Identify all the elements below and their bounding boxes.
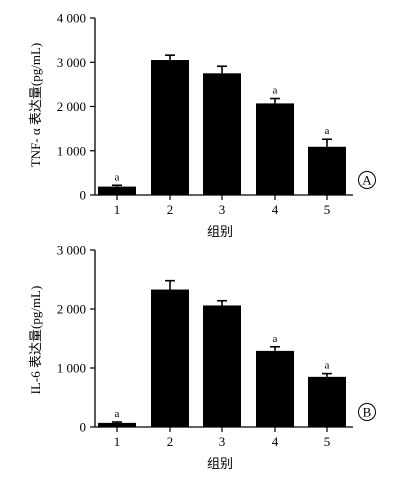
x-tick-label: 1 — [114, 434, 121, 449]
significance-label: a — [325, 360, 330, 372]
y-tick-label: 0 — [80, 420, 87, 435]
significance-label: a — [273, 85, 278, 97]
x-axis-title: 组别 — [207, 224, 233, 239]
x-tick-label: 5 — [324, 202, 331, 217]
significance-label: a — [273, 333, 278, 345]
x-tick-label: 2 — [167, 434, 174, 449]
chart-panel-b: IL-6 表达量(pg/mL) 组别 B 0 1 000 2 000 3 000 1 a 2… — [28, 243, 376, 471]
y-tick-label: 4 000 — [57, 11, 86, 26]
y-tick-label: 2 000 — [57, 302, 86, 317]
chart-panel-a: TNF- α 表达量(pg/mL) 组别 A 0 1 000 2 000 3 000 4… — [28, 11, 376, 239]
y-tick-label: 0 — [80, 188, 87, 203]
x-tick-label: 3 — [219, 202, 226, 217]
y-tick-label: 3 000 — [57, 243, 86, 258]
y-tick-label: 3 000 — [57, 55, 86, 70]
panel-tag: A — [362, 173, 372, 188]
x-tick-label: 5 — [324, 434, 331, 449]
y-axis-title: IL-6 表达量(pg/mL) — [28, 286, 43, 395]
x-axis-title: 组别 — [207, 456, 233, 471]
bar — [256, 103, 294, 195]
significance-label: a — [115, 171, 120, 183]
y-axis-title: TNF- α 表达量(pg/mL) — [28, 43, 43, 168]
bar — [308, 376, 346, 427]
bar — [98, 186, 136, 195]
bar — [203, 305, 241, 427]
x-tick-label: 3 — [219, 434, 226, 449]
x-tick-label: 4 — [272, 202, 279, 217]
bar — [203, 73, 241, 195]
bar — [308, 146, 346, 195]
x-tick-label: 1 — [114, 202, 121, 217]
y-tick-label: 2 000 — [57, 99, 86, 114]
x-tick-label: 4 — [272, 434, 279, 449]
panel-tag-circle — [358, 171, 376, 189]
bar — [98, 422, 136, 427]
panel-tag-circle — [358, 403, 376, 421]
bar — [151, 289, 189, 427]
significance-label: a — [115, 408, 120, 420]
y-tick-label: 1 000 — [57, 143, 86, 158]
significance-label: a — [325, 125, 330, 137]
bar — [256, 350, 294, 427]
x-tick-label: 2 — [167, 202, 174, 217]
y-tick-label: 1 000 — [57, 361, 86, 376]
panel-tag: B — [363, 405, 372, 420]
bar — [151, 60, 189, 195]
